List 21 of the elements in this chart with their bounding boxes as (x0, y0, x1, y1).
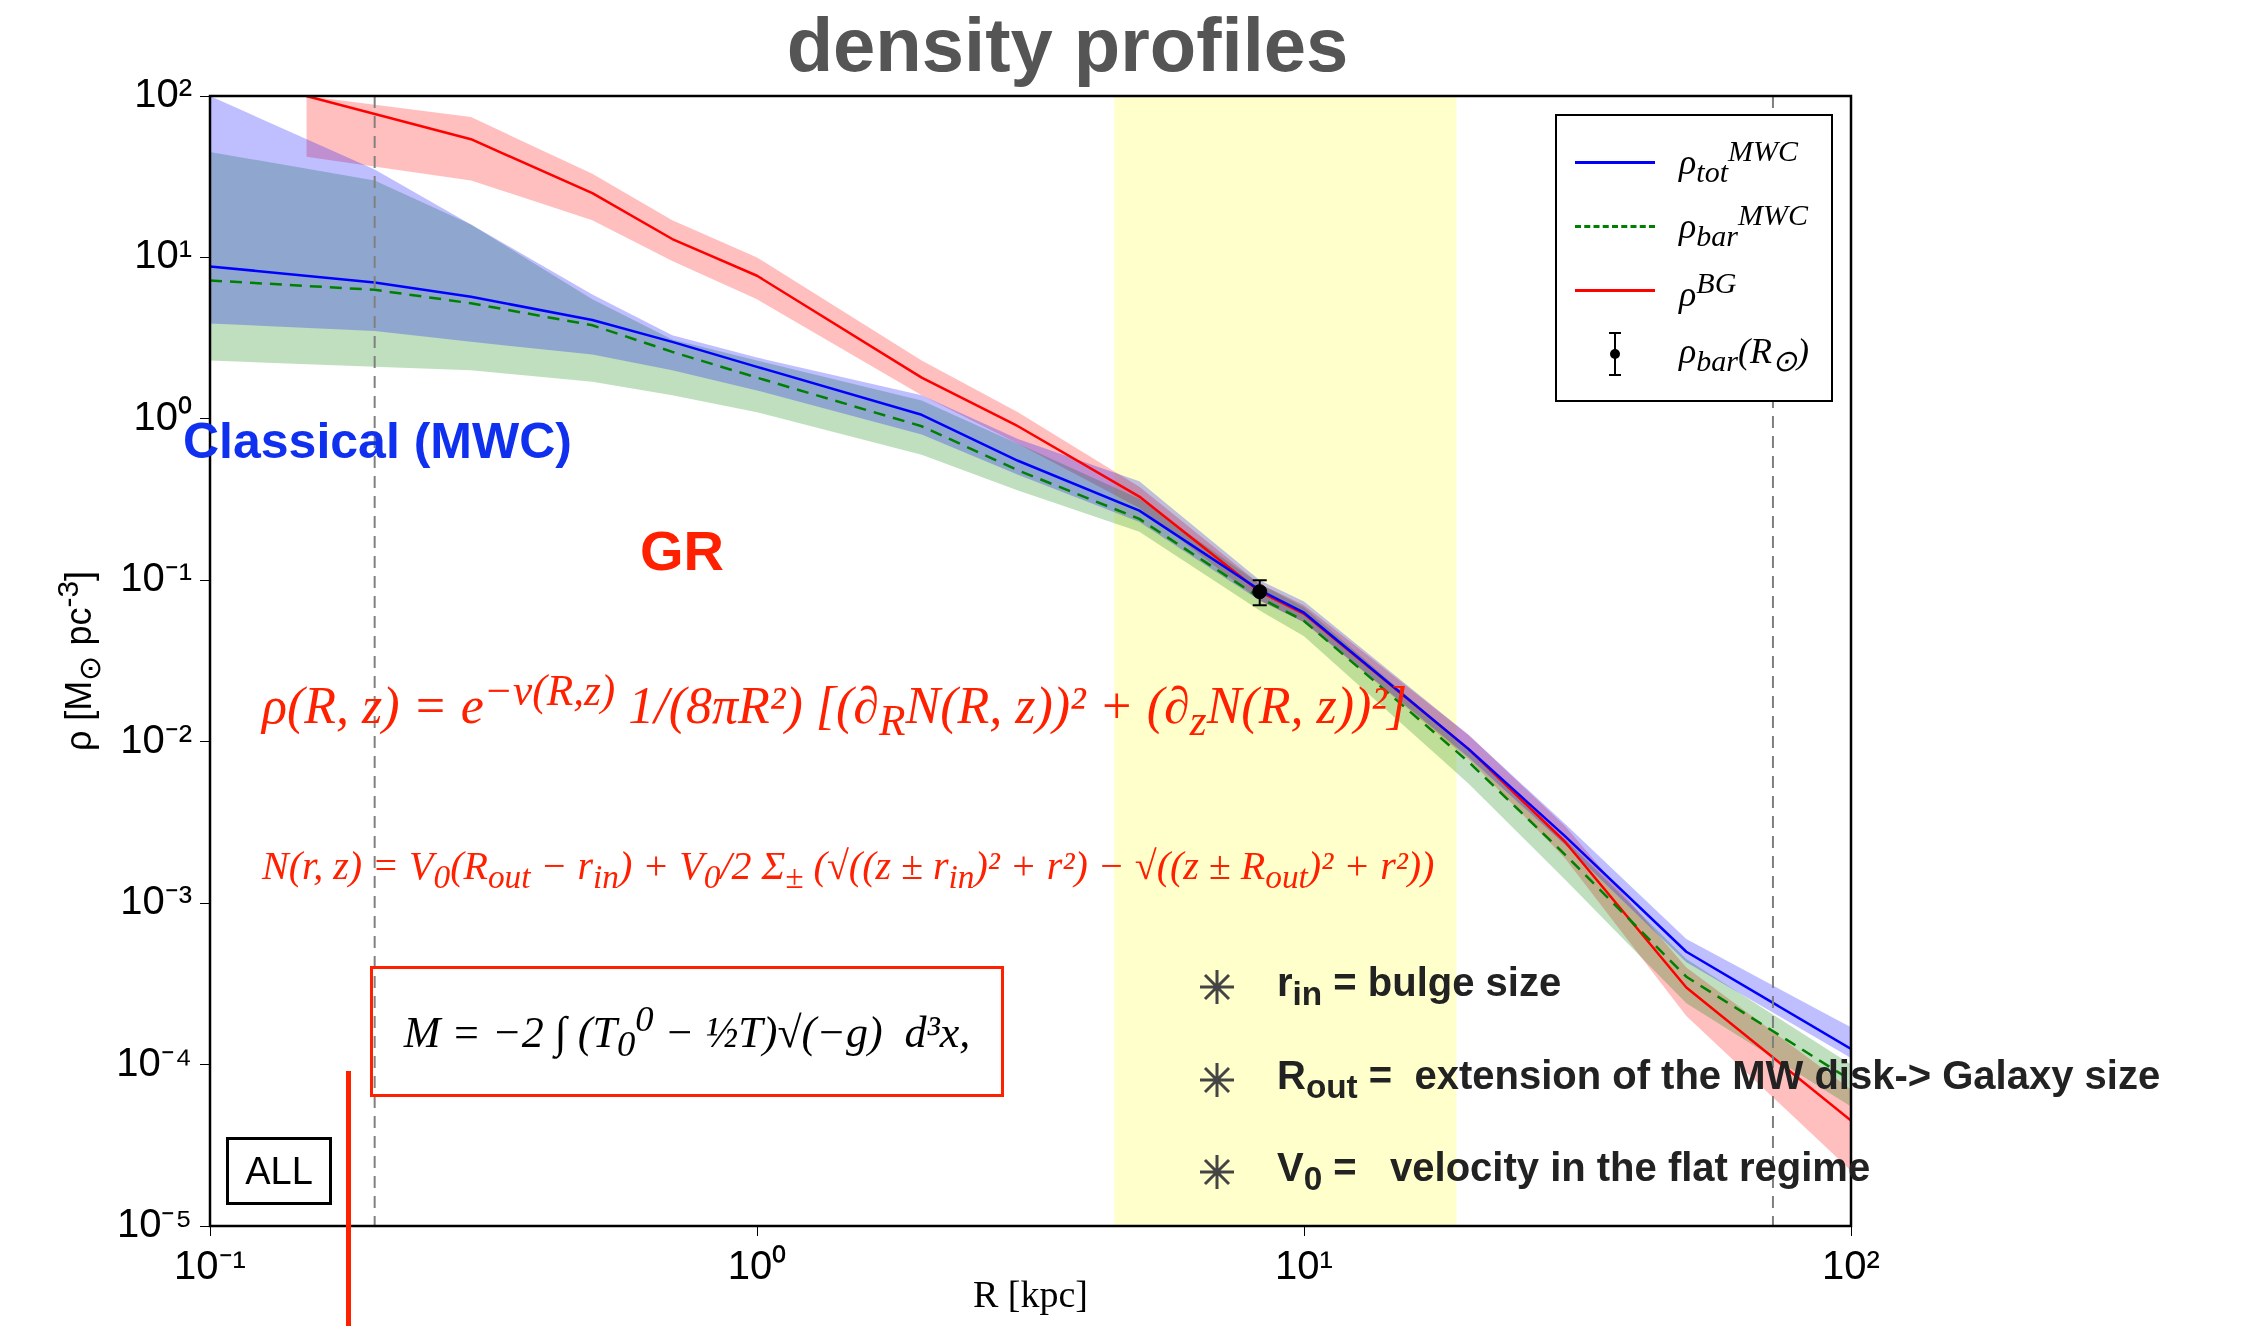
y-tick-label: 10¹ (134, 232, 192, 277)
x-axis-title: R [kpc] (972, 1273, 1089, 1315)
annotation: M = −2 ∫ (T$_{0}$$^{0}$ − ½T)√(−g) d³x, (403, 997, 971, 1066)
y-tick-label: 10⁻⁴ (116, 1039, 192, 1084)
annotation: ALL (245, 1149, 313, 1193)
annotation: ρ(R, z) = e$^{−ν(R,z)}$ 1/(8πR²) [(∂$_{R}$N(R, z))² + (∂$_{z}$N(R, z))²] (262, 665, 1408, 745)
x-tick-label: 10² (1822, 1243, 1880, 1288)
y-tick-label: 10⁻⁵ (116, 1201, 192, 1246)
legend-label: ρ$_{bar}$(R$_{⊙}$) (1679, 329, 1809, 379)
y-tick-label: 10⁻² (120, 716, 192, 761)
annotation: r$_{in}$ = bulge size (1277, 960, 1562, 1013)
text: N(r, z) = V$_{0}$(R$_{out}$ − r$_{in}$) + V$_{0}$/2 Σ$_{±}$ (√((z ± r$_{in}$)² + r²) − √((z ± R$_{out}$)² + r²)) (262, 843, 1435, 895)
y-tick-label: 10² (134, 71, 192, 116)
legend-label: ρ$^{BG}$ (1679, 265, 1737, 315)
x-tick-label: 10⁰ (727, 1243, 787, 1288)
annotation: GR (640, 518, 724, 583)
x-tick-label: 10⁻¹ (174, 1243, 246, 1288)
y-tick-label: 10⁻¹ (120, 555, 192, 600)
x-tick-label: 10¹ (1275, 1243, 1333, 1288)
chart-title: density profiles (786, 2, 1349, 87)
y-tick-label: 10⁻³ (120, 878, 192, 923)
